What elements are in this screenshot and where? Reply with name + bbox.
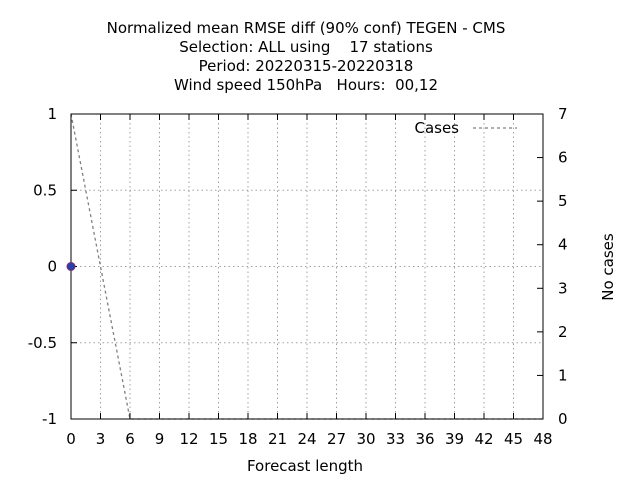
x-tick-label: 12	[179, 430, 198, 448]
x-axis-label: Forecast length	[247, 457, 363, 475]
tick-marks	[70, 113, 544, 420]
x-tick-label: 15	[209, 430, 228, 448]
x-tick-label: 6	[125, 430, 135, 448]
x-tick-label: 9	[155, 430, 165, 448]
x-tick-label: 48	[533, 430, 552, 448]
x-tick-label: 45	[504, 430, 523, 448]
x-tick-label: 21	[268, 430, 287, 448]
x-tick-labels: 0 3 6 9 12 15 18 21 24 27 30 33 36 39 42 45 48	[66, 430, 552, 448]
y-tick-label: 0.5	[33, 181, 57, 199]
x-tick-label: 30	[356, 430, 375, 448]
x-tick-label: 0	[66, 430, 76, 448]
legend-label-cases: Cases	[414, 119, 459, 137]
x-tick-label: 39	[445, 430, 464, 448]
x-tick-label: 3	[96, 430, 106, 448]
y2-tick-label: 4	[558, 236, 568, 254]
y-tick-label: 1	[47, 105, 57, 123]
y-tick-label: -0.5	[28, 334, 57, 352]
y-tick-labels: -1 -0.5 0 0.5 1	[28, 105, 57, 428]
y2-tick-label: 2	[558, 323, 568, 341]
y2-tick-labels: 0 1 2 3 4 5 6 7	[558, 105, 568, 428]
title-line-2: Selection: ALL using 17 stations	[179, 38, 433, 56]
y-tick-label: 0	[47, 258, 57, 276]
y2-tick-label: 5	[558, 192, 568, 210]
legend: Cases	[414, 119, 517, 137]
y-tick-label: -1	[42, 410, 57, 428]
y2-axis-label: No cases	[599, 233, 617, 301]
data-point	[66, 262, 76, 271]
points-layer	[66, 262, 76, 271]
x-tick-label: 24	[297, 430, 316, 448]
y2-tick-label: 7	[558, 105, 568, 123]
x-tick-label: 33	[386, 430, 405, 448]
grid-lines	[71, 114, 543, 419]
y2-tick-label: 3	[558, 279, 568, 297]
x-tick-label: 18	[238, 430, 257, 448]
y2-tick-label: 1	[558, 366, 568, 384]
x-tick-label: 36	[415, 430, 434, 448]
x-tick-label: 27	[327, 430, 346, 448]
title-line-3: Period: 20220315-20220318	[199, 57, 414, 75]
title-line-4: Wind speed 150hPa Hours: 00,12	[174, 76, 438, 94]
chart-titles: Normalized mean RMSE diff (90% conf) TEG…	[107, 19, 506, 94]
x-tick-label: 42	[474, 430, 493, 448]
y2-tick-label: 0	[558, 410, 568, 428]
title-line-1: Normalized mean RMSE diff (90% conf) TEG…	[107, 19, 506, 37]
y2-tick-label: 6	[558, 149, 568, 167]
